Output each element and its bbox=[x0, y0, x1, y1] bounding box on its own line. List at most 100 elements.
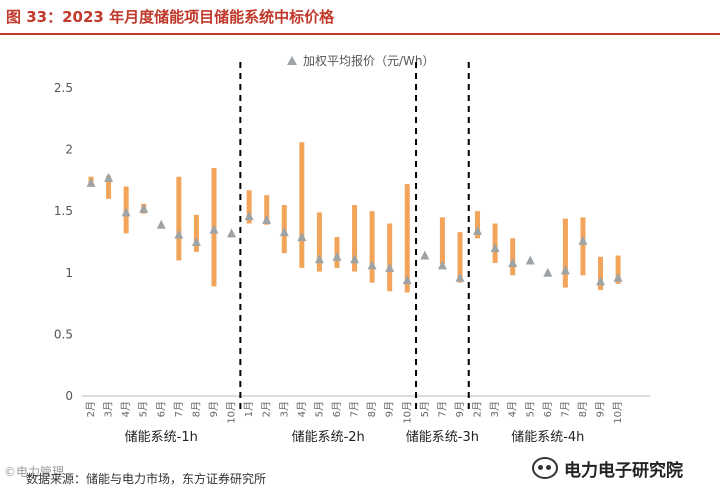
avg-marker bbox=[227, 228, 237, 238]
x-tick-label: 10月 bbox=[226, 401, 238, 424]
range-bar bbox=[510, 238, 516, 276]
y-tick-label: 2.5 bbox=[54, 81, 73, 95]
x-tick-label: 3月 bbox=[103, 401, 115, 417]
watermark: ©电力管理 bbox=[4, 465, 65, 479]
brand: 电力电子研究院 bbox=[532, 456, 683, 481]
range-bar bbox=[562, 218, 568, 288]
avg-marker bbox=[420, 250, 430, 260]
x-tick-label: 7月 bbox=[349, 401, 361, 417]
y-tick-label: 1 bbox=[65, 266, 73, 280]
x-tick-label: 2月 bbox=[261, 401, 273, 417]
x-tick-label: 2月 bbox=[85, 401, 97, 417]
avg-marker bbox=[156, 219, 166, 229]
range-bar bbox=[387, 223, 393, 292]
avg-marker bbox=[473, 225, 483, 235]
x-tick-label: 7月 bbox=[559, 401, 571, 417]
x-tick-label: 5月 bbox=[138, 401, 150, 417]
y-tick-label: 2 bbox=[65, 143, 73, 157]
range-bar bbox=[299, 142, 305, 268]
x-tick-label: 8月 bbox=[577, 401, 589, 417]
legend-marker bbox=[287, 56, 297, 65]
avg-marker bbox=[525, 255, 535, 265]
avg-marker bbox=[508, 257, 518, 267]
x-tick-label: 7月 bbox=[436, 401, 448, 417]
x-tick-label: 9月 bbox=[595, 401, 607, 417]
x-tick-label: 9月 bbox=[384, 401, 396, 417]
y-tick-label: 0 bbox=[65, 389, 73, 403]
y-tick-label: 1.5 bbox=[54, 204, 73, 218]
x-tick-label: 8月 bbox=[366, 401, 378, 417]
avg-marker bbox=[104, 172, 114, 182]
range-bar bbox=[598, 256, 604, 291]
group-label: 储能系统-1h bbox=[125, 430, 198, 445]
avg-marker bbox=[560, 265, 570, 275]
x-tick-label: 9月 bbox=[454, 401, 466, 417]
avg-marker bbox=[139, 203, 149, 213]
avg-marker bbox=[209, 224, 219, 234]
x-tick-label: 10月 bbox=[612, 401, 624, 424]
brand-label: 电力电子研究院 bbox=[564, 460, 683, 481]
x-tick-label: 1月 bbox=[243, 401, 255, 417]
range-bar bbox=[615, 255, 621, 284]
x-tick-label: 5月 bbox=[524, 401, 536, 417]
avg-marker bbox=[350, 254, 360, 264]
avg-marker bbox=[174, 229, 184, 239]
x-tick-label: 5月 bbox=[313, 401, 325, 417]
y-tick-label: 0.5 bbox=[54, 327, 73, 341]
avg-marker bbox=[86, 177, 96, 187]
group-label: 储能系统-3h bbox=[406, 430, 479, 445]
x-tick-label: 5月 bbox=[419, 401, 431, 417]
group-label: 储能系统-4h bbox=[511, 430, 584, 445]
avg-marker bbox=[191, 237, 201, 246]
avg-marker bbox=[437, 260, 447, 270]
range-bar bbox=[246, 190, 252, 224]
avg-marker bbox=[244, 211, 254, 221]
range-bar bbox=[457, 232, 463, 283]
avg-marker bbox=[613, 272, 623, 282]
x-tick-label: 6月 bbox=[155, 401, 167, 417]
title-divider bbox=[0, 33, 720, 35]
range-bar bbox=[106, 175, 112, 199]
range-bar bbox=[176, 176, 182, 261]
x-tick-label: 6月 bbox=[331, 401, 343, 417]
x-tick-label: 2月 bbox=[472, 401, 484, 417]
avg-marker bbox=[332, 251, 342, 261]
avg-marker bbox=[367, 260, 377, 270]
range-bar bbox=[352, 205, 358, 272]
avg-marker bbox=[455, 272, 465, 282]
x-tick-label: 4月 bbox=[120, 401, 132, 417]
x-tick-label: 3月 bbox=[278, 401, 290, 417]
avg-marker bbox=[385, 262, 395, 272]
range-bar bbox=[404, 184, 410, 293]
source-note: 数据来源：储能与电力市场，东方证券研究所 bbox=[26, 472, 267, 486]
avg-marker bbox=[314, 254, 324, 264]
avg-marker bbox=[121, 207, 131, 217]
avg-marker bbox=[297, 232, 307, 242]
avg-marker bbox=[262, 214, 272, 224]
avg-marker bbox=[543, 267, 553, 277]
x-tick-label: 10月 bbox=[401, 401, 413, 424]
avg-marker bbox=[490, 243, 500, 253]
x-tick-label: 8月 bbox=[190, 401, 202, 417]
avg-marker bbox=[596, 276, 606, 286]
range-bar bbox=[193, 214, 199, 252]
x-tick-label: 9月 bbox=[208, 401, 220, 417]
page-title: 图 33：2023 年月度储能项目储能系统中标价格 bbox=[6, 8, 335, 26]
range-bar bbox=[580, 217, 586, 276]
range-bar bbox=[475, 211, 481, 239]
avg-marker bbox=[279, 227, 289, 237]
legend-label: 加权平均报价（元/Wh） bbox=[303, 53, 435, 68]
range-bar bbox=[316, 212, 322, 272]
avg-marker bbox=[578, 235, 588, 245]
range-bar bbox=[369, 211, 375, 283]
range-bar bbox=[264, 195, 270, 225]
x-tick-label: 3月 bbox=[489, 401, 501, 417]
group-label: 储能系统-2h bbox=[292, 430, 365, 445]
x-tick-label: 4月 bbox=[296, 401, 308, 417]
avg-marker bbox=[402, 275, 412, 285]
x-tick-label: 4月 bbox=[507, 401, 519, 417]
wechat-icon bbox=[532, 457, 558, 479]
x-tick-label: 6月 bbox=[542, 401, 554, 417]
x-tick-label: 7月 bbox=[173, 401, 185, 417]
